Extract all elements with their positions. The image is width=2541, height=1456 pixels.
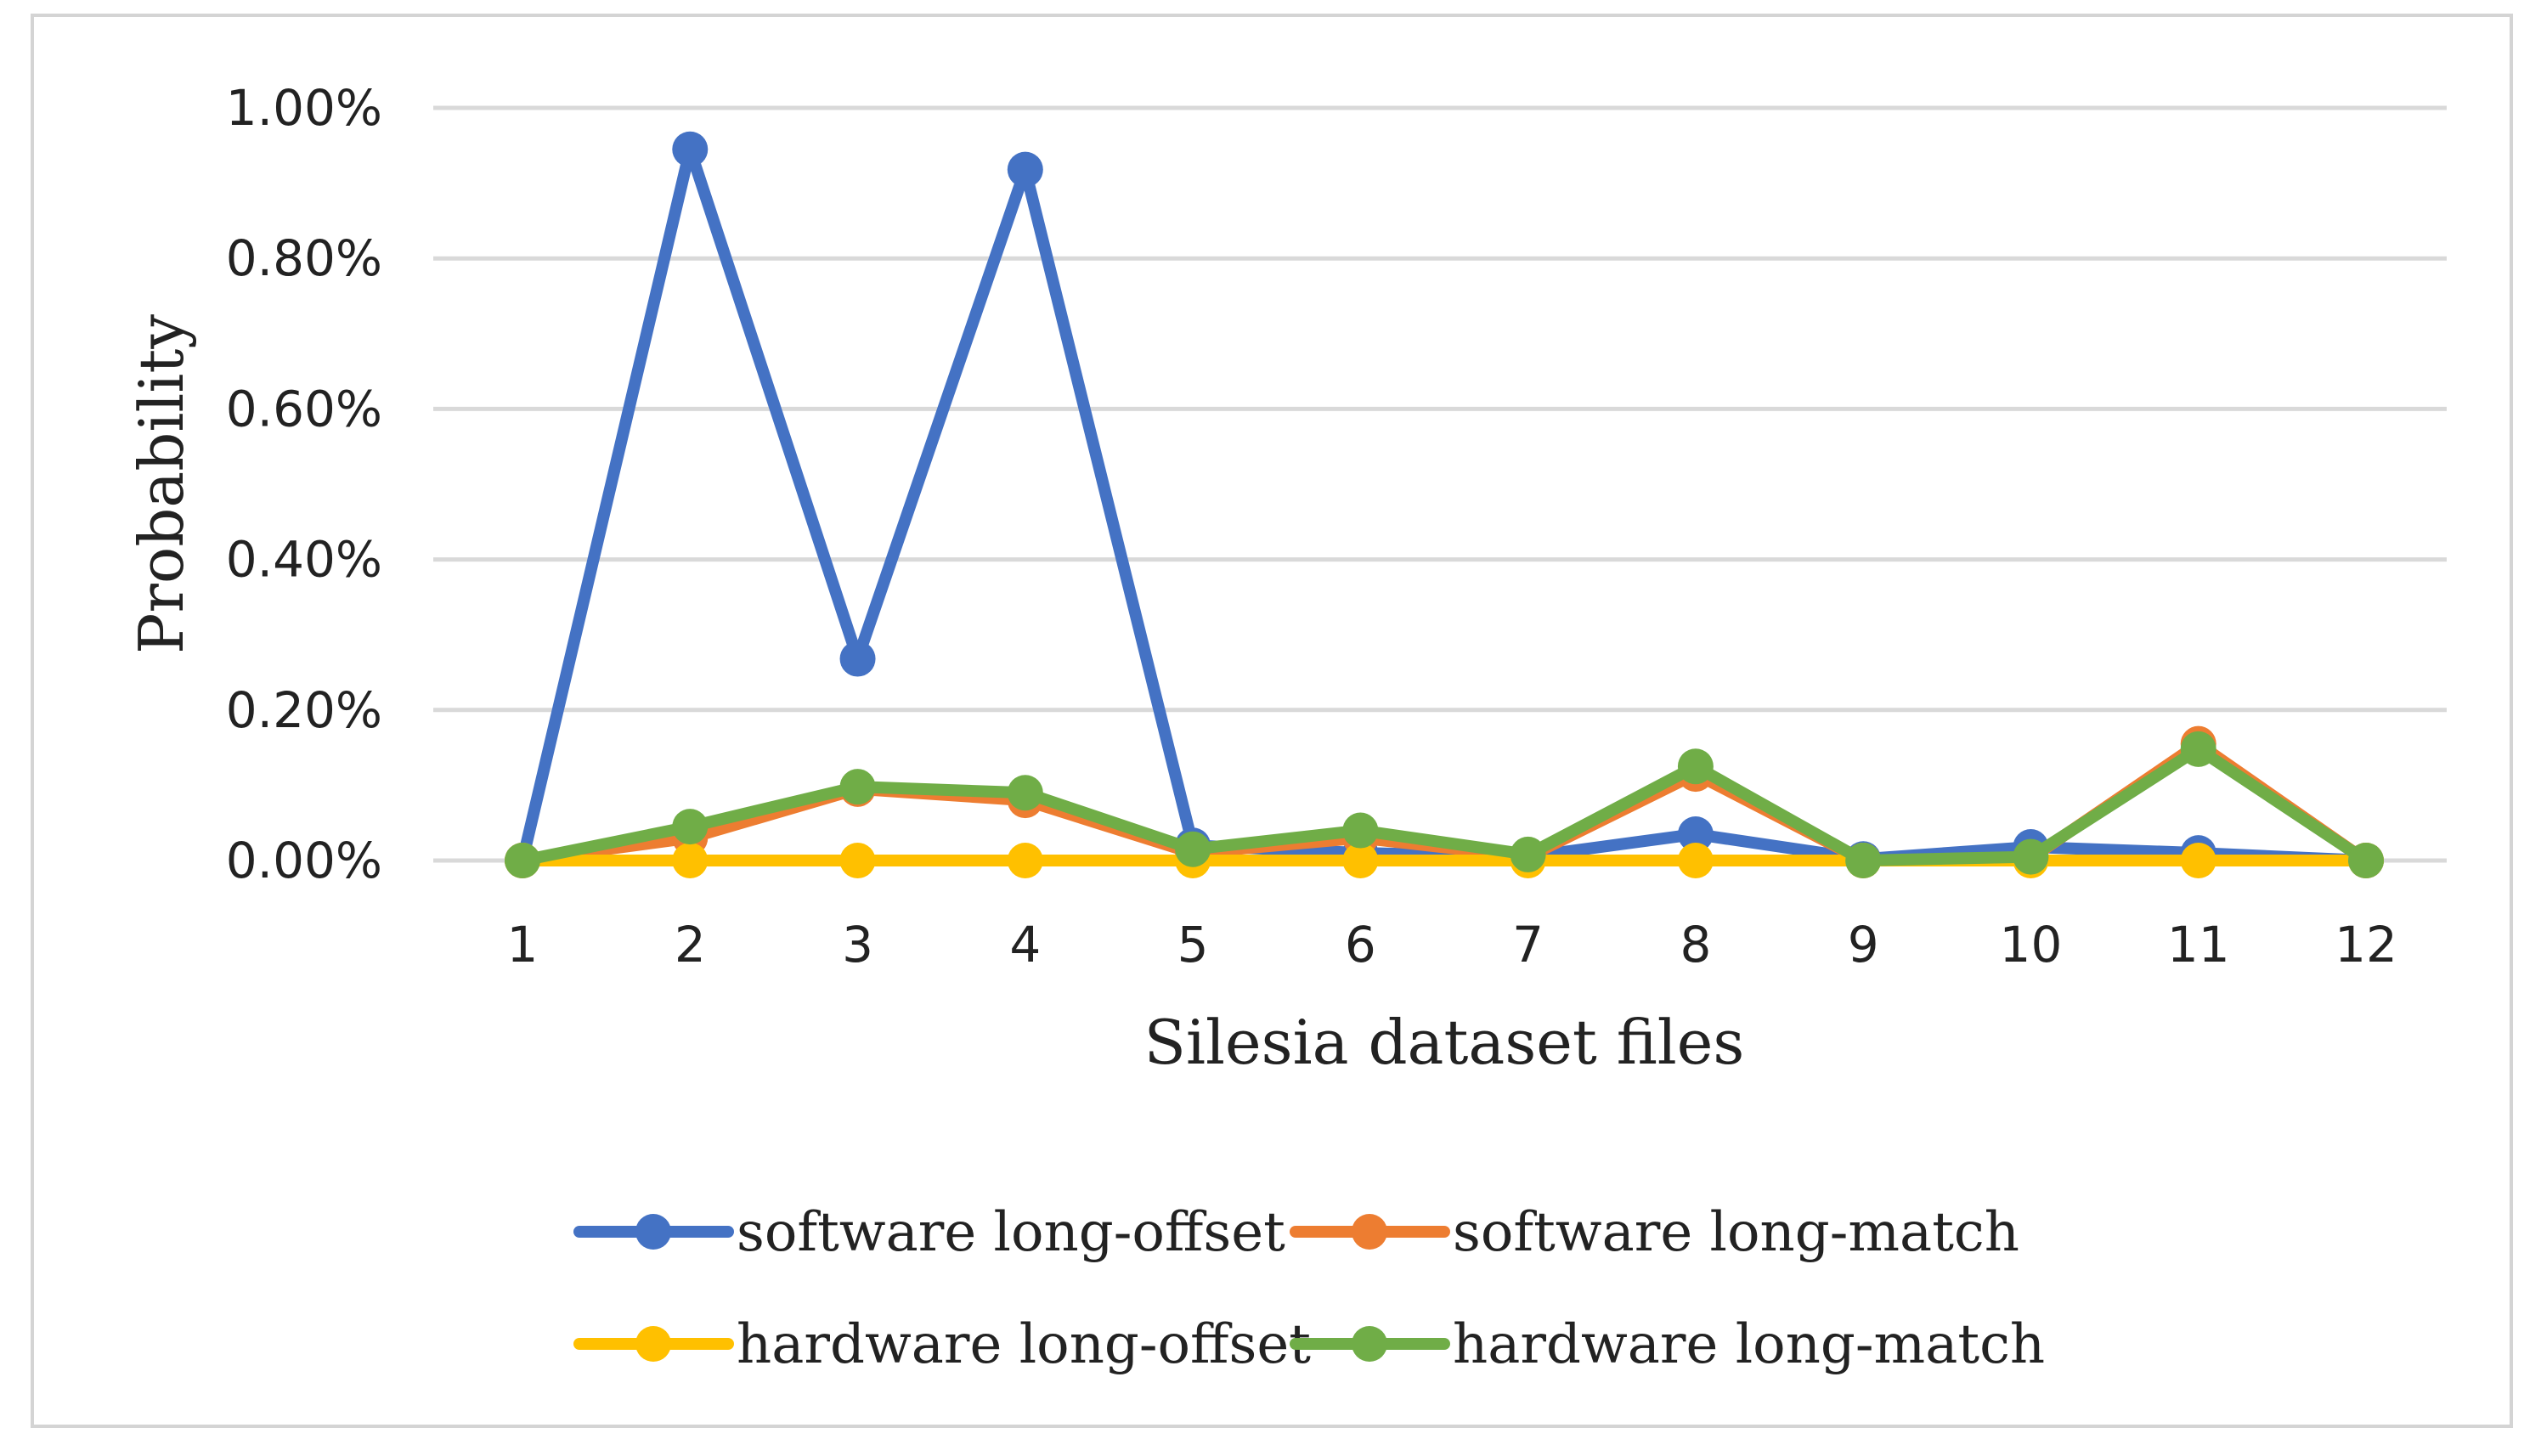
series-3-point-1 — [672, 809, 709, 845]
series-0 — [505, 131, 2384, 878]
y-tick-label-5: 1.00% — [226, 79, 382, 137]
x-tick-label-7: 8 — [1680, 916, 1711, 973]
series-3-point-7 — [1677, 748, 1714, 785]
x-tick-label-10: 11 — [2167, 916, 2230, 973]
x-tick-label-1: 2 — [675, 916, 706, 973]
series-3-point-6 — [1510, 836, 1546, 872]
legend-marker-2 — [635, 1326, 671, 1362]
legend-label-2: hardware long-offset — [737, 1313, 1311, 1376]
series-3 — [505, 731, 2384, 878]
x-tick-label-2: 3 — [842, 916, 873, 973]
y-axis-ticks: 0.00% 0.20% 0.40% 0.60% 0.80% 1.00% — [226, 79, 382, 889]
series-3-point-8 — [1845, 843, 1882, 878]
x-tick-label-0: 1 — [507, 916, 539, 973]
x-tick-label-9: 10 — [2000, 916, 2063, 973]
x-tick-label-4: 5 — [1177, 916, 1209, 973]
series-0-point-1 — [672, 131, 709, 167]
series-0-point-7 — [1677, 815, 1714, 852]
legend: software long-offset software long-match h… — [573, 1201, 2045, 1376]
x-tick-label-11: 12 — [2335, 916, 2397, 973]
series-2-point-7 — [1677, 843, 1714, 878]
legend-marker-0 — [635, 1214, 671, 1250]
series-3-point-0 — [505, 843, 540, 878]
series-3-point-11 — [2348, 843, 2384, 878]
legend-item-0: software long-offset — [573, 1201, 1285, 1264]
x-axis-title: Silesia dataset files — [1144, 1007, 1745, 1078]
legend-item-2: hardware long-offset — [573, 1313, 1311, 1376]
y-tick-label-0: 0.00% — [226, 832, 382, 889]
x-tick-label-8: 9 — [1848, 916, 1879, 973]
series-2-point-3 — [1007, 843, 1043, 878]
x-axis-ticks: 1 2 3 4 5 6 7 8 9 10 11 12 — [507, 916, 2397, 973]
series-2-point-2 — [839, 843, 876, 878]
series-0-point-2 — [839, 641, 876, 677]
series-2-point-5 — [1342, 843, 1379, 878]
x-tick-label-3: 4 — [1009, 916, 1041, 973]
series-3-point-10 — [2180, 731, 2216, 767]
y-tick-label-1: 0.20% — [226, 681, 382, 739]
legend-label-1: software long-match — [1453, 1201, 2019, 1264]
y-axis-title: Probability — [126, 314, 197, 654]
x-tick-label-5: 6 — [1345, 916, 1376, 973]
series-2-point-1 — [672, 843, 709, 878]
y-tick-label-2: 0.40% — [226, 531, 382, 589]
series-3-point-4 — [1175, 831, 1211, 867]
series-2-point-10 — [2180, 843, 2216, 878]
series-line-3 — [517, 742, 2372, 866]
legend-label-3: hardware long-match — [1453, 1313, 2045, 1376]
series-3-point-3 — [1007, 775, 1043, 811]
x-tick-label-6: 7 — [1512, 916, 1544, 973]
y-tick-label-3: 0.60% — [226, 380, 382, 437]
gridlines — [433, 105, 2447, 863]
series-3-point-2 — [839, 769, 876, 805]
chart-frame — [31, 14, 2513, 1428]
series-lines — [505, 131, 2384, 878]
series-3-point-9 — [2013, 838, 2049, 875]
series-line-0 — [517, 143, 2372, 866]
y-tick-label-4: 0.80% — [226, 229, 382, 287]
legend-marker-1 — [1352, 1214, 1387, 1250]
series-0-point-3 — [1007, 151, 1043, 188]
legend-item-1: software long-match — [1290, 1201, 2019, 1264]
legend-label-0: software long-offset — [737, 1201, 1285, 1264]
series-3-point-5 — [1342, 812, 1379, 849]
legend-marker-3 — [1352, 1326, 1387, 1362]
legend-item-3: hardware long-match — [1290, 1313, 2045, 1376]
